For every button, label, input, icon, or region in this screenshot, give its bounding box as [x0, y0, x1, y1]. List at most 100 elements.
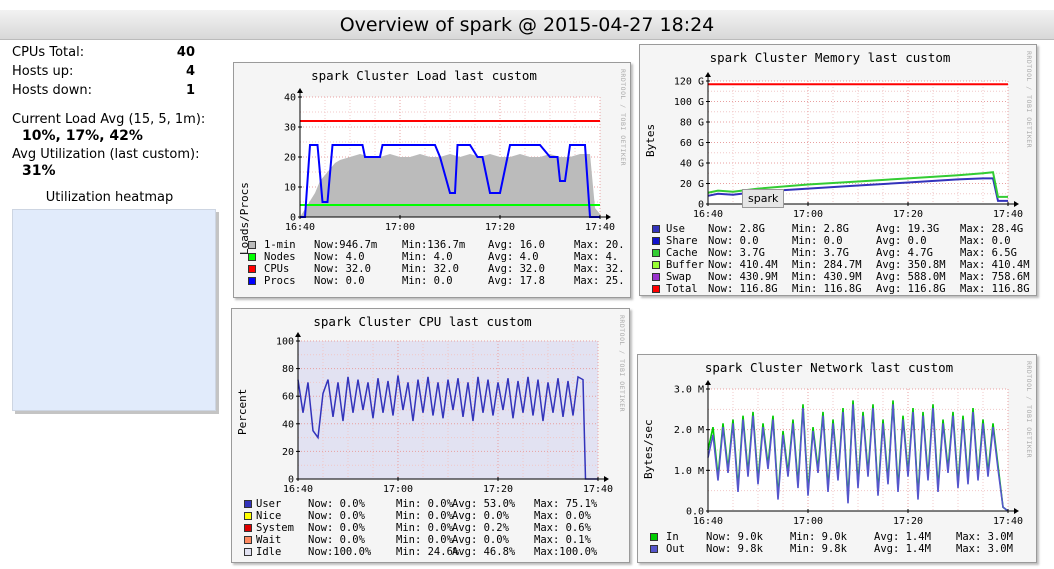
legend-now: Now:100.0% [308, 546, 372, 558]
legend-max: Max: 32. [574, 263, 625, 275]
cpus-total-value: 40 [176, 45, 195, 60]
legend-row: System Now: 0.0% Min: 0.0% Avg: 0.2% Max: 0.… [244, 522, 628, 534]
legend-swatch [652, 285, 660, 293]
legend-avg: Avg: 16.0 [488, 239, 545, 251]
legend-row: Cache Now: 3.7G Min: 3.7G Avg: 4.7G Max: 6.5… [652, 247, 1036, 259]
legend-min: Min: 9.0k [790, 531, 847, 543]
legend-row: 1-min Now:946.7m Min:136.7m Avg: 16.0 Max: 2… [248, 239, 630, 251]
legend-now: Now: 0.0% [308, 534, 365, 546]
y-tick-label: 100 [276, 337, 294, 348]
y-axis-arrow [705, 72, 711, 77]
legend-avg: Avg: 0.0 [876, 235, 927, 247]
series-out-line [707, 404, 1009, 512]
legend-name: Idle [256, 546, 282, 558]
y-tick-label: 0 [290, 213, 296, 224]
series-1-min-area [300, 154, 600, 217]
legend-row: Total Now: 116.8G Min: 116.8G Avg: 116.8G Ma… [652, 283, 1036, 295]
legend-now: Now: 0.0 [708, 235, 759, 247]
legend-min: Min: 116.8G [792, 283, 862, 295]
legend-row: Wait Now: 0.0% Min: 0.0% Avg: 0.0% Max: 0.1% [244, 534, 628, 546]
legend-avg: Avg: 4.0 [488, 251, 539, 263]
cpu-graph[interactable]: spark Cluster CPU last custom RRDTOOL / … [231, 308, 630, 563]
cpu-chart: 0 20 40 60 80 100 16:40 17:00 17:20 17:40 [276, 332, 613, 495]
legend-avg: Avg: 46.8% [452, 546, 516, 558]
load-graph[interactable]: spark Cluster Load last custom RRDTOOL /… [233, 62, 631, 298]
utilization-heatmap[interactable] [12, 209, 216, 411]
x-tick-label: 17:20 [485, 222, 515, 233]
legend-name: Total [666, 283, 698, 295]
network-graph-title: spark Cluster Network last custom [704, 360, 954, 375]
legend-max: Max: 6.5G [960, 247, 1017, 259]
legend-name: Out [666, 543, 685, 555]
legend-now: Now: 0.0% [308, 498, 365, 510]
cpus-total-label: CPUs Total: [12, 45, 85, 60]
plot-area: 0.0 1.0 M 2.0 M 3.0 M 16:40 17:00 17:20 17:40 [674, 380, 1023, 527]
x-tick-label: 17:00 [793, 516, 823, 527]
hosts-up-value: 4 [185, 64, 195, 79]
legend-avg: Avg: 350.8M [876, 259, 946, 271]
y-axis-arrow [295, 332, 301, 337]
legend-name: 1-min [264, 239, 296, 251]
legend-name: Nodes [264, 251, 296, 263]
legend-min: Min: 32.0 [402, 263, 459, 275]
memory-graph[interactable]: spark Cluster Memory last custom RRDTOOL… [639, 44, 1037, 296]
legend-max: Max: 0.1% [534, 534, 591, 546]
legend-name: Procs [264, 275, 296, 287]
load-graph-watermark: RRDTOOL / TOBI OETIKER [619, 69, 627, 167]
y-tick-label: 100 G [674, 97, 704, 108]
legend-swatch [244, 512, 252, 520]
legend-avg: Avg: 588.0M [876, 271, 946, 283]
cpu-graph-watermark: RRDTOOL / TOBI OETIKER [618, 315, 626, 413]
legend-swatch [244, 536, 252, 544]
x-axis-arrow [604, 476, 609, 482]
legend-max: Max: 3.0M [956, 543, 1013, 555]
legend-min: Min: 284.7M [792, 259, 862, 271]
legend-swatch [244, 524, 252, 532]
x-tick-label: 16:40 [283, 484, 313, 495]
network-chart: 0.0 1.0 M 2.0 M 3.0 M 16:40 17:00 17:20 17:40 [674, 380, 1023, 527]
legend-max: Max: 75.1% [534, 498, 598, 510]
legend-avg: Avg: 1.4M [874, 543, 931, 555]
legend-min: Min: 0.0 [792, 235, 843, 247]
hosts-up-label: Hosts up: [12, 64, 74, 79]
load-graph-title: spark Cluster Load last custom [311, 68, 537, 83]
y-tick-label: 60 G [680, 138, 704, 149]
utilization-label: Avg Utilization (last custom): [12, 147, 200, 162]
legend-max: Max: 410.4M [960, 259, 1030, 271]
legend-swatch [652, 261, 660, 269]
legend-avg: Avg: 0.2% [452, 522, 509, 534]
legend-swatch [244, 548, 252, 556]
legend-min: Min: 2.8G [792, 223, 849, 235]
utilization-value: 31% [22, 163, 56, 179]
memory-graph-watermark: RRDTOOL / TOBI OETIKER [1025, 51, 1033, 149]
y-tick-label: 3.0 M [674, 385, 704, 396]
legend-min: Min: 4.0 [402, 251, 453, 263]
load-avg-value: 10%, 17%, 42% [22, 128, 143, 144]
legend-row: Share Now: 0.0 Min: 0.0 Avg: 0.0 Max: 0.0 [652, 235, 1036, 247]
legend-min: Min: 24.6% [396, 546, 460, 558]
legend-name: Buffer [666, 259, 704, 271]
legend-min: Min: 3.7G [792, 247, 849, 259]
legend-max: Max: 25. [574, 275, 625, 287]
legend-swatch [652, 273, 660, 281]
y-tick-label: 60 [282, 392, 294, 403]
legend-row: Procs Now: 0.0 Min: 0.0 Avg: 17.8 Max: 25. [248, 275, 630, 287]
series-procs-line [300, 144, 600, 218]
memory-tooltip: spark [742, 189, 785, 208]
legend-row: Nodes Now: 4.0 Min: 4.0 Avg: 4.0 Max: 4. [248, 251, 630, 263]
legend-name: Share [666, 235, 698, 247]
legend-swatch [650, 545, 658, 553]
y-tick-label: 40 [284, 93, 296, 104]
legend-avg: Avg: 53.0% [452, 498, 516, 510]
network-graph[interactable]: spark Cluster Network last custom RRDTOO… [637, 354, 1037, 563]
y-tick-label: 10 [284, 183, 296, 194]
legend-name: CPUs [264, 263, 290, 275]
legend-max: Max:100.0% [534, 546, 598, 558]
legend-row: CPUs Now: 32.0 Min: 32.0 Avg: 32.0 Max: 32. [248, 263, 630, 275]
plot-area: 0 20 G 40 G 60 G 80 G 100 G 120 G 16:40 17:00 17:… [674, 72, 1023, 220]
legend-now: Now: 9.8k [706, 543, 763, 555]
x-axis-arrow [606, 214, 611, 220]
x-tick-label: 17:00 [383, 484, 413, 495]
y-tick-label: 80 G [680, 118, 704, 129]
legend-now: Now: 0.0 [314, 275, 365, 287]
